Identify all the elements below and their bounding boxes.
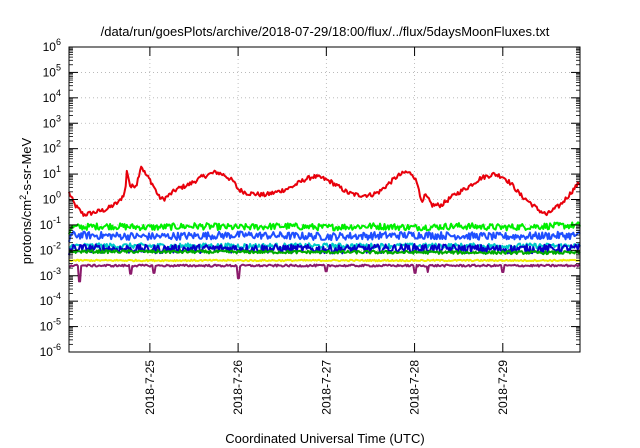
y-tick-base: 10 xyxy=(40,218,54,232)
y-axis-title-prefix: protons/cm xyxy=(19,200,34,264)
y-tick-exp: -1 xyxy=(53,215,61,225)
y-tick-base: 10 xyxy=(43,91,57,105)
x-tick-label: 2018-7-29 xyxy=(496,360,510,415)
y-tick-label: 10-1 xyxy=(40,215,61,232)
x-tick-labels: 2018-7-25 2018-7-26 2018-7-27 2018-7-28 2018… xyxy=(143,360,510,415)
y-tick-label: 103 xyxy=(43,113,61,130)
y-tick-base: 10 xyxy=(43,193,57,207)
axis-ticks xyxy=(69,46,580,353)
y-tick-exp: -3 xyxy=(53,266,61,276)
x-tick-label: 2018-7-25 xyxy=(143,360,157,415)
y-tick-labels: 10-610-510-410-310-210-11001011021031041… xyxy=(40,37,61,359)
y-tick-label: 10-2 xyxy=(40,240,61,257)
series-line-7 xyxy=(68,258,580,263)
y-tick-base: 10 xyxy=(40,294,54,308)
y-tick-exp: 6 xyxy=(56,37,61,47)
y-axis-title: protons/cm2-s-sr-MeV xyxy=(18,137,34,264)
y-tick-exp: -4 xyxy=(53,291,61,301)
y-tick-base: 10 xyxy=(43,167,57,181)
series-line-5 xyxy=(68,243,581,256)
y-tick-base: 10 xyxy=(43,65,57,79)
y-tick-label: 10-3 xyxy=(40,266,61,283)
series-line-8 xyxy=(68,263,581,283)
y-tick-base: 10 xyxy=(40,320,54,334)
y-tick-label: 106 xyxy=(43,37,61,54)
y-tick-label: 105 xyxy=(43,62,61,79)
y-axis-title-sup: 2 xyxy=(18,195,28,200)
y-tick-label: 104 xyxy=(43,88,61,105)
y-tick-exp: 4 xyxy=(56,88,61,98)
x-tick-label: 2018-7-28 xyxy=(408,360,422,415)
y-tick-base: 10 xyxy=(43,116,57,130)
y-tick-label: 101 xyxy=(43,164,61,181)
y-tick-exp: 1 xyxy=(56,164,61,174)
y-tick-exp: -2 xyxy=(53,240,61,250)
x-axis-title: Coordinated Universal Time (UTC) xyxy=(225,431,424,446)
y-tick-exp: -5 xyxy=(53,317,61,327)
series-line-2 xyxy=(68,221,581,235)
y-axis-title-suffix: -s-sr-MeV xyxy=(19,137,34,194)
y-tick-base: 10 xyxy=(43,142,57,156)
y-tick-base: 10 xyxy=(40,269,54,283)
series-line-3 xyxy=(68,230,581,242)
y-tick-exp: 2 xyxy=(56,139,61,149)
y-tick-label: 10-6 xyxy=(40,342,61,359)
y-tick-label: 100 xyxy=(43,190,61,207)
y-tick-exp: -6 xyxy=(53,342,61,352)
y-tick-exp: 0 xyxy=(56,190,61,200)
series-line-6 xyxy=(68,249,581,256)
grid xyxy=(69,47,580,352)
y-tick-label: 10-5 xyxy=(40,317,61,334)
y-tick-base: 10 xyxy=(40,243,54,257)
chart-title: /data/run/goesPlots/archive/2018-07-29/1… xyxy=(101,24,550,39)
series-group xyxy=(68,165,581,283)
x-tick-label: 2018-7-27 xyxy=(319,360,333,415)
y-tick-exp: 5 xyxy=(56,62,61,72)
y-tick-base: 10 xyxy=(43,40,57,54)
x-tick-label: 2018-7-26 xyxy=(231,360,245,415)
series-line-1 xyxy=(68,165,581,217)
y-tick-label: 102 xyxy=(43,139,61,156)
y-tick-label: 10-4 xyxy=(40,291,61,308)
y-tick-exp: 3 xyxy=(56,113,61,123)
y-tick-base: 10 xyxy=(40,345,54,359)
